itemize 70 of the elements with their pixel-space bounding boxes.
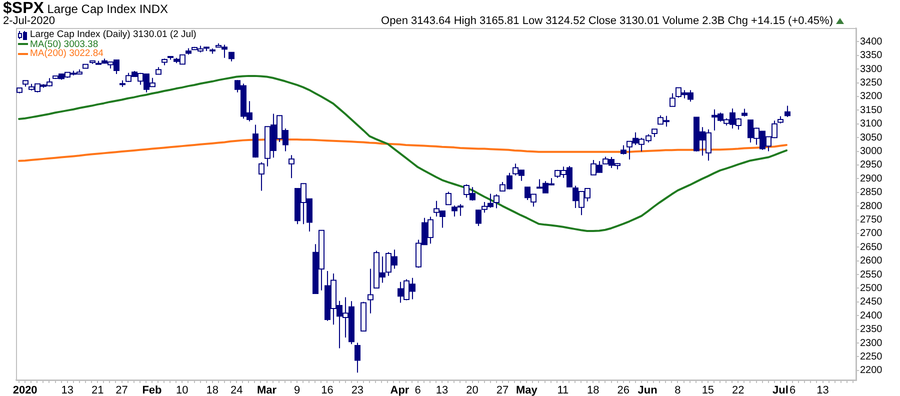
y-tick-label: 2650	[860, 242, 883, 253]
x-tick-label: 20	[466, 384, 478, 396]
x-tick-label: 24	[230, 384, 243, 396]
legend-label: Large Cap Index (Daily) 3130.01 (2 Jul)	[30, 29, 196, 40]
candlestick	[228, 52, 234, 62]
y-tick-label: 2950	[860, 160, 883, 171]
x-tick-label: 27	[116, 384, 128, 396]
x-tick-label: 18	[586, 384, 600, 396]
x-tick-label: 15	[702, 384, 714, 396]
candlestick	[354, 342, 360, 374]
y-tick-label: 3300	[860, 64, 883, 75]
candlestick	[494, 194, 500, 209]
x-tick-label: 11	[557, 384, 569, 396]
y-tick-label: 2500	[860, 282, 883, 294]
x-tick-label: 26	[617, 384, 630, 396]
candlestick	[288, 154, 294, 179]
y-tick-label: 2450	[860, 296, 883, 308]
y-tick-label: 2250	[860, 351, 883, 362]
x-tick-label: May	[516, 384, 538, 396]
x-tick-label: 13	[816, 384, 829, 396]
x-tick-label: 21	[91, 384, 104, 396]
y-tick-label: 2800	[860, 200, 883, 212]
candlestick	[446, 191, 452, 206]
y-tick-label: 2700	[860, 228, 883, 240]
x-tick-label: 6	[414, 384, 421, 396]
candlestick	[252, 124, 258, 158]
y-tick-label: 3100	[860, 118, 883, 130]
y-tick-label: 2600	[860, 256, 883, 267]
y-tick-label: 3000	[860, 146, 883, 158]
y-tick-label: 2900	[860, 173, 883, 184]
y-tick-label: 3050	[860, 132, 883, 144]
y-tick-label: 2750	[860, 214, 883, 226]
x-tick-label: 16	[321, 384, 334, 396]
x-tick-label: 23	[351, 384, 364, 396]
x-tick-label: Apr	[390, 384, 410, 396]
y-tick-label: 3350	[860, 50, 883, 62]
y-tick-label: 3250	[860, 78, 883, 89]
x-tick-label: 18	[206, 384, 219, 396]
x-tick-label: 8	[674, 384, 681, 396]
candlestick	[368, 268, 374, 314]
x-tick-label: Feb	[142, 384, 162, 396]
legend-label: MA(200) 3022.84	[30, 48, 104, 59]
text: Open 3143.64 High 3165.81 Low 3124.52 Close 3130.01 Volume 2.3B Chg +14.15 (+0.45%)	[381, 15, 833, 27]
y-tick-label: 2400	[860, 310, 883, 322]
candlestick	[784, 105, 790, 118]
x-tick-label: 9	[294, 384, 300, 396]
x-tick-label: 22	[732, 384, 744, 396]
y-tick-label: 3200	[860, 91, 883, 102]
y-tick-label: 3150	[860, 104, 883, 116]
y-tick-label: 2300	[860, 338, 883, 349]
y-tick-label: 2550	[860, 269, 883, 280]
x-tick-label: Mar	[257, 384, 278, 396]
x-tick-label: Jul	[772, 384, 788, 396]
candlestick	[258, 162, 264, 192]
x-tick-label: 2020	[12, 384, 38, 396]
x-tick-label: 13	[61, 384, 74, 396]
legend-label: MA(50) 3003.38	[30, 38, 98, 50]
chart-title: $SPX Large Cap Index INDX	[3, 0, 168, 17]
y-tick-label: 3400	[860, 36, 883, 48]
candlestick	[670, 92, 676, 107]
x-tick-label: 10	[176, 384, 188, 396]
chart-subtitle: 2-Jul-2020	[3, 15, 55, 27]
y-tick-label: 2850	[860, 187, 883, 198]
x-tick-label: 13	[436, 384, 448, 396]
x-tick-label: 6	[789, 384, 796, 396]
x-tick-label: 27	[496, 384, 509, 396]
y-tick-label: 2350	[860, 324, 883, 336]
y-tick-label: 2200	[860, 365, 883, 376]
candlestick	[620, 144, 626, 156]
x-tick-label: Jun	[638, 384, 658, 396]
